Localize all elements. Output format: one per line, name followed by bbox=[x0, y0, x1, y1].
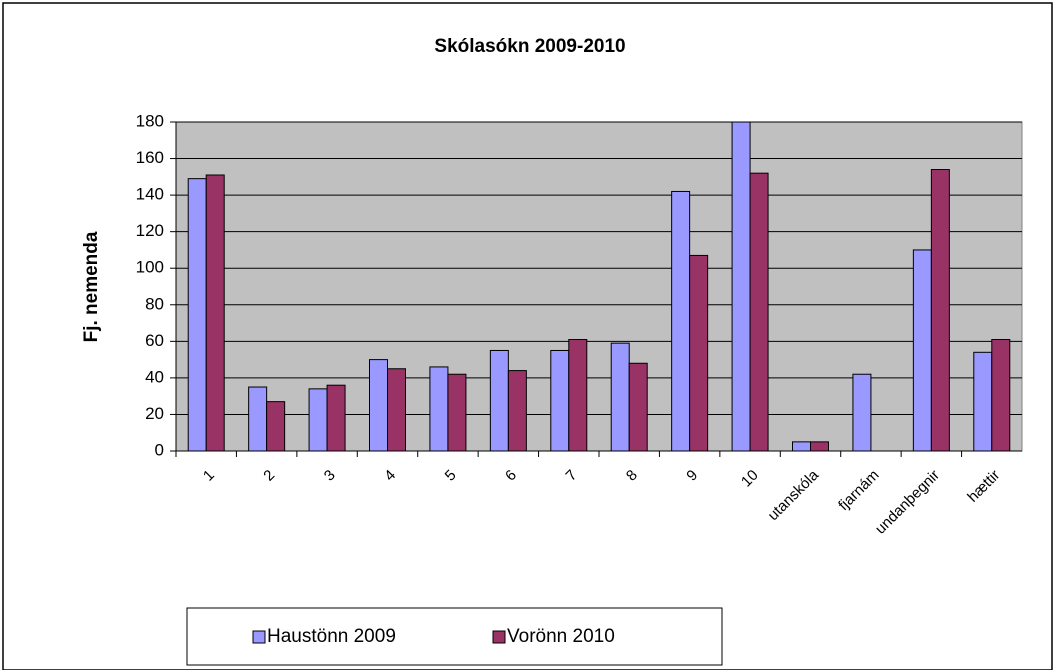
legend-box bbox=[186, 607, 723, 666]
y-tick-label: 120 bbox=[136, 221, 164, 240]
bar bbox=[671, 190, 691, 452]
bar bbox=[507, 370, 527, 452]
bar bbox=[447, 373, 467, 452]
bar bbox=[689, 254, 709, 452]
bar bbox=[792, 441, 811, 452]
bar bbox=[731, 121, 751, 452]
y-tick-label: 140 bbox=[136, 185, 164, 204]
legend-label: Haustönn 2009 bbox=[267, 626, 396, 647]
legend-label: Vorönn 2010 bbox=[507, 626, 615, 647]
y-axis-label: Fj. nemenda bbox=[81, 231, 102, 342]
y-tick-label: 0 bbox=[155, 440, 164, 459]
bar bbox=[810, 441, 829, 452]
bar bbox=[369, 359, 388, 452]
y-tick-label: 100 bbox=[136, 258, 164, 277]
bar bbox=[266, 401, 286, 452]
bar bbox=[852, 373, 872, 452]
bar bbox=[628, 362, 648, 452]
bar bbox=[326, 384, 346, 452]
bar bbox=[912, 249, 932, 452]
y-tick-label: 60 bbox=[145, 331, 164, 350]
plot-area bbox=[175, 121, 1023, 452]
bar bbox=[568, 339, 588, 452]
bar bbox=[429, 366, 449, 452]
bar bbox=[489, 349, 509, 452]
bar bbox=[991, 339, 1011, 452]
chart-title: Skólasókn 2009-2010 bbox=[434, 36, 625, 57]
bar bbox=[187, 178, 207, 452]
y-tick-label: 80 bbox=[145, 294, 164, 313]
legend-swatch bbox=[492, 630, 506, 644]
y-tick-label: 40 bbox=[145, 367, 164, 386]
bar bbox=[308, 388, 328, 452]
bar bbox=[973, 351, 993, 452]
bar bbox=[550, 349, 570, 452]
bar bbox=[749, 172, 769, 452]
bar bbox=[205, 174, 225, 452]
bar bbox=[610, 342, 630, 452]
bar bbox=[248, 386, 268, 452]
legend-swatch bbox=[252, 630, 266, 644]
y-tick-label: 160 bbox=[136, 148, 164, 167]
bar bbox=[387, 368, 406, 452]
y-tick-label: 180 bbox=[136, 111, 164, 130]
bar bbox=[930, 169, 950, 452]
y-tick-label: 20 bbox=[145, 404, 164, 423]
